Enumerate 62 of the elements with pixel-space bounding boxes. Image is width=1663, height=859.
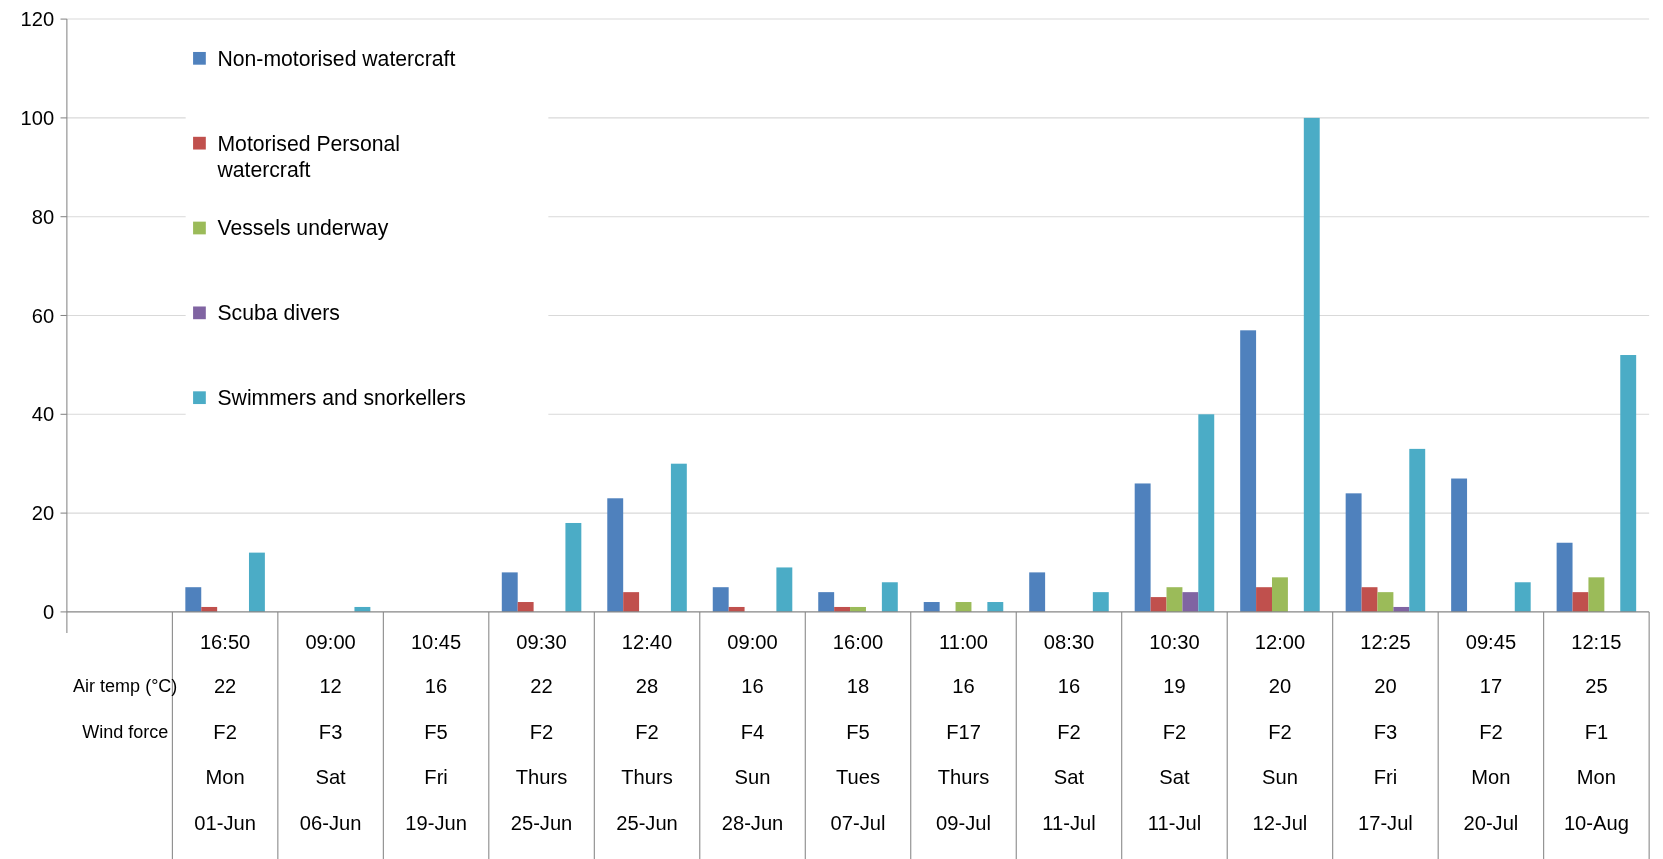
x-tick-label: 12:15 25 F1 Mon 10-Aug bbox=[1563, 630, 1629, 834]
y-tick-label: 20 bbox=[31, 502, 55, 525]
x-tick-label: 12:40 28 F2 Thurs 25-Jun bbox=[616, 630, 678, 834]
bar bbox=[1345, 493, 1362, 612]
bar bbox=[565, 522, 582, 612]
bar bbox=[1620, 355, 1637, 612]
bar bbox=[185, 587, 202, 612]
bar bbox=[1514, 582, 1531, 612]
bar bbox=[818, 592, 835, 612]
bar bbox=[923, 602, 940, 612]
y-tick-label: 0 bbox=[42, 600, 55, 623]
legend-label: Scuba divers bbox=[217, 301, 340, 325]
y-tick-label: 80 bbox=[31, 205, 55, 228]
bar bbox=[1134, 483, 1151, 612]
x-tick-label: 10:30 19 F2 Sat 11-Jul bbox=[1147, 630, 1202, 834]
bar bbox=[1029, 572, 1046, 612]
x-tick-label: 09:00 12 F3 Sat 06-Jun bbox=[299, 630, 362, 834]
bar bbox=[1303, 117, 1320, 612]
bar bbox=[1240, 330, 1257, 612]
x-tick-label: 16:00 18 F5 Tues 07-Jul bbox=[830, 630, 886, 834]
y-tick-label: 120 bbox=[20, 8, 55, 31]
x-tick-label: 08:30 16 F2 Sat 11-Jul bbox=[1042, 630, 1096, 834]
y-tick-label: 60 bbox=[31, 304, 55, 327]
bar bbox=[1166, 587, 1183, 612]
bar bbox=[987, 602, 1004, 612]
bar bbox=[501, 572, 518, 612]
x-tick-label: 12:25 20 F3 Fri 17-Jul bbox=[1358, 630, 1413, 834]
bar bbox=[1572, 592, 1589, 612]
bar bbox=[1361, 587, 1378, 612]
bar bbox=[607, 498, 624, 612]
x-tick-label: 09:45 17 F2 Mon 20-Jul bbox=[1463, 630, 1519, 834]
bar bbox=[776, 567, 793, 612]
bar bbox=[1150, 597, 1167, 612]
x-tick-label: 10:45 16 F5 Fri 19-Jun bbox=[405, 630, 467, 834]
x-tick-label: 11:00 16 F17 Thurs 09-Jul bbox=[936, 630, 991, 834]
bar bbox=[1182, 592, 1199, 612]
legend-label: Non-motorised watercraft bbox=[217, 46, 456, 70]
bar bbox=[1377, 592, 1394, 612]
category-label: Air temp (°C) Wind force bbox=[73, 676, 178, 743]
bar bbox=[623, 592, 640, 612]
bar bbox=[670, 463, 687, 612]
legend-label: Motorised Personal watercraft bbox=[216, 131, 401, 182]
bar bbox=[517, 602, 534, 612]
bar bbox=[881, 582, 898, 612]
bar bbox=[1588, 577, 1605, 612]
bar bbox=[1556, 542, 1573, 612]
bar bbox=[1272, 577, 1288, 612]
bar bbox=[712, 587, 729, 612]
x-tick-label: 09:30 22 F2 Thurs 25-Jun bbox=[510, 630, 573, 834]
bar bbox=[248, 552, 265, 612]
bar bbox=[1198, 414, 1215, 612]
y-tick-label: 40 bbox=[31, 403, 55, 426]
y-tick-label: 100 bbox=[20, 106, 55, 129]
x-tick-label: 16:50 22 F2 Mon 01-Jun bbox=[194, 630, 256, 834]
legend-label: Vessels underway bbox=[217, 216, 389, 241]
legend-label: Swimmers and snorkellers bbox=[217, 386, 466, 410]
x-tick-label: 12:00 20 F2 Sun 12-Jul bbox=[1252, 630, 1308, 834]
bar bbox=[1451, 478, 1468, 612]
bar bbox=[1092, 592, 1109, 612]
bar bbox=[1256, 587, 1272, 612]
x-tick-label: 09:00 16 F4 Sun 28-Jun bbox=[721, 630, 784, 834]
bar bbox=[1409, 448, 1426, 612]
